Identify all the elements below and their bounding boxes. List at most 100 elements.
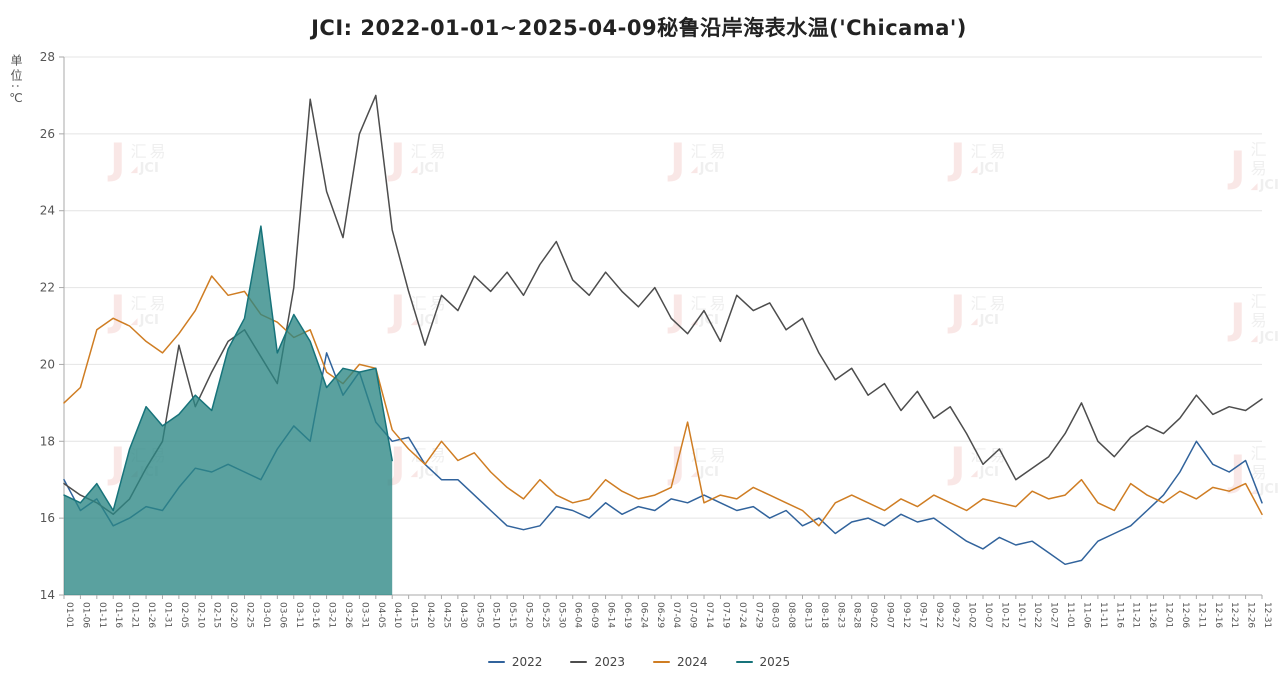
y-axis-unit-label: 单位:℃ (9, 54, 23, 109)
x-tick-label: 10-27 (1049, 602, 1059, 628)
x-tick-label: 04-30 (458, 602, 468, 628)
x-tick-label: 06-29 (655, 602, 665, 628)
legend-item-2025[interactable]: 2025 (735, 655, 791, 669)
x-tick-label: 09-22 (934, 602, 944, 628)
legend-label: 2025 (759, 655, 791, 669)
x-tick-label: 12-16 (1213, 602, 1223, 628)
x-tick-label: 06-14 (606, 602, 616, 628)
x-tick-label: 03-16 (310, 602, 320, 628)
x-tick-label: 08-23 (835, 602, 845, 628)
x-tick-label: 11-16 (1114, 602, 1124, 628)
x-tick-label: 01-16 (113, 602, 123, 628)
legend-item-2022[interactable]: 2022 (487, 655, 543, 669)
x-tick-label: 03-21 (327, 602, 337, 628)
x-tick-label: 07-09 (688, 602, 698, 628)
x-tick-label: 10-22 (1032, 602, 1042, 628)
x-tick-label: 04-15 (409, 602, 419, 628)
legend-label: 2023 (594, 655, 625, 669)
x-tick-label: 07-29 (753, 602, 763, 628)
x-tick-label: 01-11 (97, 602, 107, 628)
x-tick-label: 04-10 (392, 602, 402, 628)
x-tick-label: 12-21 (1229, 602, 1239, 628)
x-tick-label: 02-15 (212, 602, 222, 628)
x-tick-label: 01-21 (130, 602, 140, 628)
x-tick-label: 12-06 (1180, 602, 1190, 628)
x-tick-label: 02-25 (245, 602, 255, 628)
x-tick-label: 03-31 (359, 602, 369, 628)
y-tick-label: 20 (40, 357, 55, 371)
x-tick-label: 08-08 (786, 602, 796, 628)
x-tick-label: 03-26 (343, 602, 353, 628)
x-tick-label: 09-12 (901, 602, 911, 628)
y-tick-label: 18 (40, 434, 55, 448)
x-tick-label: 07-04 (671, 602, 681, 628)
y-tick-label: 22 (40, 281, 55, 295)
x-tick-label: 01-01 (64, 602, 74, 628)
x-tick-label: 01-31 (162, 602, 172, 628)
x-tick-label: 06-09 (589, 602, 599, 628)
x-tick-label: 09-07 (885, 602, 895, 628)
x-tick-label: 03-11 (294, 602, 304, 628)
x-tick-label: 09-02 (868, 602, 878, 628)
x-tick-label: 03-01 (261, 602, 271, 628)
x-tick-label: 02-20 (228, 602, 238, 628)
y-tick-label: 24 (40, 204, 55, 218)
x-tick-label: 08-28 (852, 602, 862, 628)
x-tick-label: 07-19 (720, 602, 730, 628)
legend-label: 2022 (511, 655, 543, 669)
x-tick-label: 03-06 (277, 602, 287, 628)
x-tick-label: 07-14 (704, 602, 714, 628)
x-tick-label: 02-10 (195, 602, 205, 628)
x-tick-label: 04-20 (425, 602, 435, 628)
x-tick-label: 04-05 (376, 602, 386, 628)
x-tick-label: 08-03 (770, 602, 780, 628)
x-tick-label: 11-26 (1147, 602, 1157, 628)
x-tick-label: 11-01 (1065, 602, 1075, 628)
series-area-2025 (64, 226, 393, 595)
legend-item-2024[interactable]: 2024 (653, 655, 708, 669)
x-tick-label: 10-17 (1016, 602, 1026, 628)
legend-swatch-icon (570, 661, 588, 663)
y-tick-label: 26 (40, 127, 55, 141)
x-tick-label: 07-24 (737, 602, 747, 628)
x-tick-label: 06-04 (573, 602, 583, 628)
x-tick-label: 11-06 (1081, 602, 1091, 628)
x-tick-label: 05-05 (474, 602, 484, 628)
x-tick-label: 04-25 (441, 602, 451, 628)
legend-swatch-icon (653, 661, 670, 663)
series-line-2025 (63, 225, 393, 512)
x-tick-label: 10-12 (999, 602, 1009, 628)
x-tick-label: 05-25 (540, 602, 550, 628)
legend-item-2023[interactable]: 2023 (570, 655, 625, 669)
x-tick-label: 12-11 (1196, 602, 1206, 628)
x-tick-label: 09-17 (917, 602, 927, 628)
y-tick-label: 14 (40, 588, 55, 602)
legend: 2022 2023 2024 2025 (0, 655, 1278, 669)
x-tick-label: 01-06 (80, 602, 90, 628)
legend-swatch-icon (735, 661, 753, 663)
x-axis-labels: 01-01 01-06 01-11 01-16 01-21 01-26 01-31 02-05… (63, 595, 1272, 628)
x-tick-label: 12-31 (1262, 602, 1272, 628)
y-tick-label: 28 (40, 50, 55, 64)
x-tick-label: 10-07 (983, 602, 993, 628)
y-tick-label: 16 (40, 511, 55, 525)
x-tick-label: 08-13 (802, 602, 812, 628)
x-tick-label: 12-01 (1164, 602, 1174, 628)
x-tick-label: 05-30 (556, 602, 566, 628)
legend-label: 2024 (677, 655, 708, 669)
chart-title: JCI: 2022-01-01~2025-04-09秘鲁沿岸海表水温('Chic… (311, 16, 967, 40)
x-tick-label: 11-11 (1098, 602, 1108, 628)
x-tick-label: 05-20 (524, 602, 534, 628)
x-tick-label: 10-02 (967, 602, 977, 628)
x-tick-label: 06-19 (622, 602, 632, 628)
x-tick-label: 01-26 (146, 602, 156, 628)
x-tick-label: 02-05 (179, 602, 189, 628)
legend-swatch-icon (487, 661, 505, 663)
x-tick-label: 05-10 (491, 602, 501, 628)
x-tick-label: 11-21 (1131, 602, 1141, 628)
x-tick-label: 09-27 (950, 602, 960, 628)
x-tick-label: 06-24 (638, 602, 648, 628)
x-tick-label: 05-15 (507, 602, 517, 628)
x-tick-label: 08-18 (819, 602, 829, 628)
